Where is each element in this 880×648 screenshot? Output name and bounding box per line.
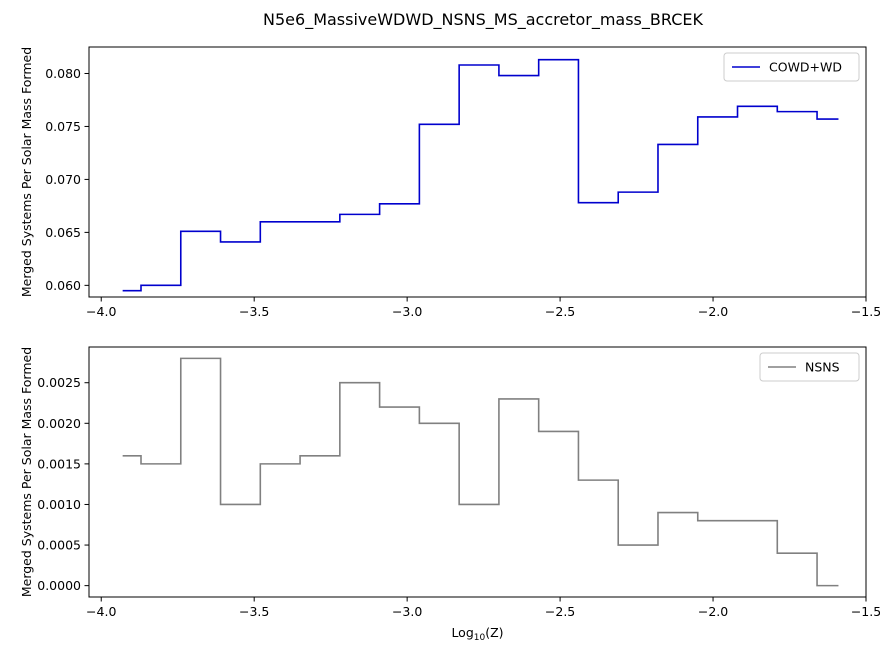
x-tick-label: −4.0 — [86, 604, 116, 619]
legend-box — [723, 52, 860, 82]
legend: COWD+WD — [723, 52, 860, 82]
axes-frame — [88, 346, 867, 598]
x-tick-label: −3.5 — [239, 304, 269, 319]
x-tick-label: −2.5 — [545, 304, 575, 319]
y-tick-label: 0.075 — [45, 119, 81, 134]
x-tick-label: −3.5 — [239, 604, 269, 619]
x-tick-label: −2.5 — [545, 604, 575, 619]
y-tick-label: 0.0025 — [37, 375, 81, 390]
series-line-cowd-wd — [122, 58, 839, 292]
bottom-panel-nsns: −4.0 −3.5 −3.0 −2.5 −2.0 −1.5 0.0000 0.0005 0.00… — [19, 346, 880, 643]
x-tick-label: −1.5 — [851, 604, 880, 619]
y-tick-label: 0.080 — [45, 66, 81, 81]
x-tick-label: −1.5 — [851, 304, 880, 319]
y-tick-label: 0.0010 — [37, 497, 81, 512]
y-tick-label: 0.070 — [45, 172, 81, 187]
x-axis-label: Log10(Z) — [451, 625, 503, 643]
figure-title: N5e6_MassiveWDWD_NSNS_MS_accretor_mass_B… — [263, 10, 703, 30]
axes-frame — [88, 46, 867, 298]
y-tick-label: 0.0015 — [37, 456, 81, 471]
x-tick-label: −3.0 — [392, 304, 422, 319]
series-line-nsns — [122, 357, 839, 587]
legend-box — [759, 352, 860, 382]
legend-label: NSNS — [805, 360, 840, 375]
y-tick-label: 0.0000 — [37, 578, 81, 593]
x-tick-label: −3.0 — [392, 604, 422, 619]
top-panel-cowd-wd: −4.0 −3.5 −3.0 −2.5 −2.0 −1.5 0.060 0.065 0.070 0… — [19, 46, 880, 319]
y-axis-label: Merged Systems Per Solar Mass Formed — [19, 47, 34, 297]
legend: NSNS — [759, 352, 860, 382]
y-tick-label: 0.0020 — [37, 416, 81, 431]
x-tick-label: −2.0 — [698, 604, 728, 619]
x-tick-label: −4.0 — [86, 304, 116, 319]
y-tick-label: 0.060 — [45, 278, 81, 293]
y-tick-label: 0.065 — [45, 225, 81, 240]
y-tick-label: 0.0005 — [37, 538, 81, 553]
legend-label: COWD+WD — [769, 60, 842, 75]
x-tick-label: −2.0 — [698, 304, 728, 319]
y-axis-label: Merged Systems Per Solar Mass Formed — [19, 347, 34, 597]
